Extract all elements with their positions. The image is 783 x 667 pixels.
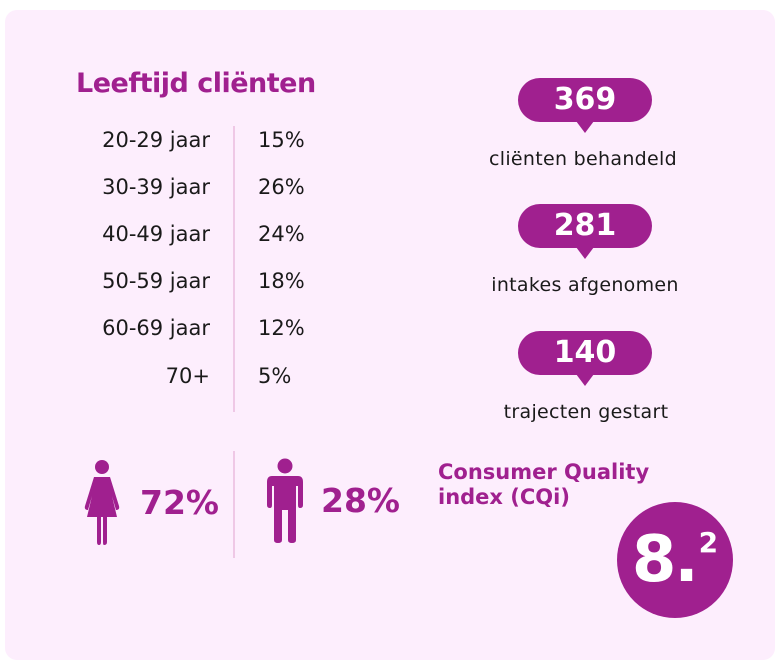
age-range: 70+ xyxy=(165,364,210,388)
gender-divider xyxy=(233,451,235,558)
age-range: 60-69 jaar xyxy=(102,316,210,340)
stat-label: intakes afgenomen xyxy=(491,274,679,296)
cqi-score-decimal: 2 xyxy=(698,526,719,559)
male-icon xyxy=(267,458,303,543)
age-pct: 18% xyxy=(258,269,305,293)
age-divider xyxy=(233,126,235,412)
cqi-score-main: 8. xyxy=(631,523,699,597)
age-range: 50-59 jaar xyxy=(102,269,210,293)
age-title: Leeftijd cliënten xyxy=(76,68,316,99)
stat-bubble: 281 xyxy=(518,204,652,259)
age-range: 30-39 jaar xyxy=(102,175,210,199)
cqi-title-line2: index (CQi) xyxy=(438,485,570,509)
cqi-title: Consumer Quality index (CQi) xyxy=(438,460,649,510)
cqi-score-badge: 8. 2 xyxy=(617,502,733,618)
age-pct: 15% xyxy=(258,128,305,152)
age-pct: 12% xyxy=(258,316,305,340)
age-pct: 26% xyxy=(258,175,305,199)
female-icon xyxy=(84,460,120,545)
male-pct: 28% xyxy=(321,481,400,520)
stat-label: trajecten gestart xyxy=(503,401,669,423)
age-range: 20-29 jaar xyxy=(102,128,210,152)
stat-label: cliënten behandeld xyxy=(489,148,677,170)
age-pct: 24% xyxy=(258,222,305,246)
stat-bubble: 369 xyxy=(518,78,652,133)
female-pct: 72% xyxy=(140,483,219,522)
cqi-title-line1: Consumer Quality xyxy=(438,460,650,484)
stat-bubble: 140 xyxy=(518,331,652,386)
age-pct: 5% xyxy=(258,364,292,388)
age-range: 40-49 jaar xyxy=(102,222,210,246)
